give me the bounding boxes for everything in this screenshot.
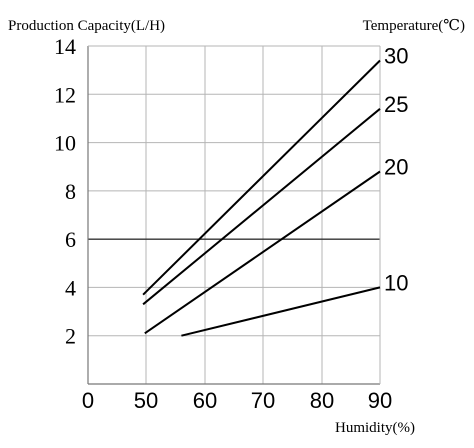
x-tick-label: 70	[251, 388, 275, 413]
x-axis-title: Humidity(%)	[335, 420, 415, 436]
series-line-30	[142, 59, 381, 296]
series-line-25	[142, 108, 381, 306]
y-tick-label: 10	[54, 131, 76, 156]
grid	[88, 46, 380, 384]
y-tick-label: 12	[54, 82, 76, 107]
y-tick-label: 2	[65, 324, 76, 349]
x-tick-label: 90	[368, 388, 392, 413]
series-label-25: 25	[384, 92, 408, 117]
y-tick-label: 14	[54, 34, 76, 59]
x-tick-label: 50	[134, 388, 158, 413]
series-label-10: 10	[384, 270, 408, 295]
y-axis-title: Production Capacity(L/H)	[8, 18, 165, 34]
series-lines: 30 25 20 10	[142, 43, 408, 337]
y-tick-label: 6	[65, 227, 76, 252]
series-label-20: 20	[384, 155, 408, 180]
x-tick-label: 60	[193, 388, 217, 413]
x-tick-label: 80	[310, 388, 334, 413]
tick-labels: 2 4 6 8 10 12 14 0 50 60 70 80 90	[54, 34, 392, 413]
series-line-10	[181, 286, 381, 337]
legend-title: Temperature(℃)	[363, 18, 465, 34]
axes	[87, 45, 381, 385]
x-tick-label: 0	[82, 388, 94, 413]
series-line-20	[144, 170, 381, 335]
series-label-30: 30	[384, 43, 408, 68]
y-tick-label: 8	[65, 179, 76, 204]
y-tick-label: 4	[65, 275, 76, 300]
